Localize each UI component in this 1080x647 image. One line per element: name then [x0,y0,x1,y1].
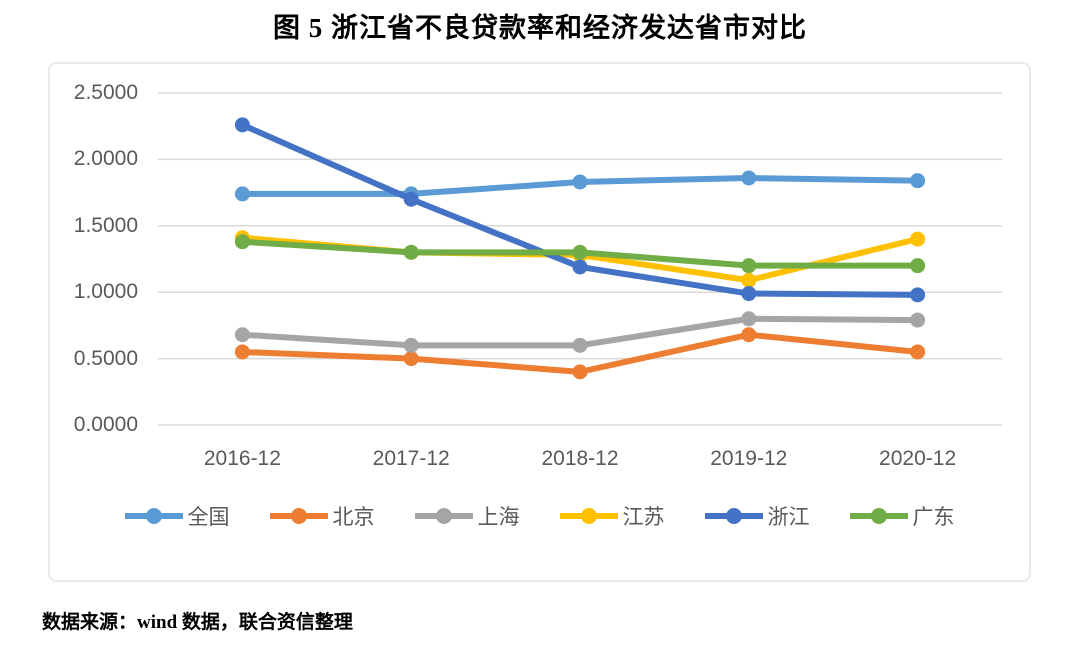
legend-item-1: 北京 [269,501,375,531]
legend-marker-icon [704,508,763,524]
legend-marker-icon [849,508,908,524]
data-point-marker [910,312,926,328]
data-point-marker [741,311,757,327]
data-point-marker [234,327,250,343]
legend-marker-icon [559,508,618,524]
data-point-marker [741,286,757,302]
data-point-marker [572,174,588,190]
legend: 全国 北京 上海 江苏 浙江 广东 [50,501,1029,531]
data-point-marker [403,244,419,260]
chart-container: 2.5000 2.0000 1.5000 1.0000 0.5000 0.0000 201… [48,62,1031,582]
x-axis-tick-label: 2018-12 [541,447,619,470]
legend-item-2: 上海 [414,501,520,531]
x-axis-tick-label: 2017-12 [372,447,450,470]
data-point-marker [741,327,757,343]
data-point-marker [741,170,757,186]
x-axis-tick-label: 2019-12 [710,447,788,470]
legend-marker-icon [269,508,328,524]
y-axis-tick-label: 2.0000 [73,147,138,171]
data-point-marker [910,173,926,189]
data-point-marker [572,259,588,275]
legend-label: 全国 [187,506,230,529]
plot-svg [158,92,1002,426]
data-point-marker [741,272,757,288]
legend-label: 北京 [332,506,375,529]
legend-marker-icon [414,508,473,524]
legend-item-3: 江苏 [559,501,665,531]
legend-item-0: 全国 [124,501,230,531]
data-point-marker [403,337,419,353]
x-axis-tick-label: 2016-12 [203,447,281,470]
legend-label: 江苏 [622,506,665,529]
data-point-marker [234,117,250,133]
legend-item-5: 广东 [849,501,955,531]
chart-title: 图 5 浙江省不良贷款率和经济发达省市对比 [273,13,807,43]
y-axis-tick-label: 0.5000 [73,346,138,370]
data-point-marker [572,337,588,353]
y-axis-tick-label: 0.0000 [73,413,138,436]
x-axis-tick-label: 2020-12 [879,447,957,470]
data-point-marker [910,258,926,274]
legend-item-4: 浙江 [704,501,810,531]
legend-label: 上海 [477,506,520,529]
source-note: 数据来源：wind 数据，联合资信整理 [42,612,353,633]
data-point-marker [910,231,926,247]
data-point-marker [234,234,250,250]
data-point-marker [572,244,588,260]
legend-marker-icon [124,508,183,524]
data-point-marker [910,287,926,303]
data-point-marker [234,186,250,202]
data-point-marker [741,258,757,274]
data-point-marker [910,344,926,360]
y-axis-tick-label: 1.5000 [73,213,138,237]
data-point-marker [572,364,588,380]
legend-label: 广东 [912,506,955,529]
data-point-marker [403,191,419,207]
y-axis-tick-label: 2.5000 [73,81,138,104]
data-point-marker [234,344,250,360]
y-axis-tick-label: 1.0000 [73,280,138,304]
data-point-marker [403,351,419,367]
legend-label: 浙江 [767,506,810,529]
